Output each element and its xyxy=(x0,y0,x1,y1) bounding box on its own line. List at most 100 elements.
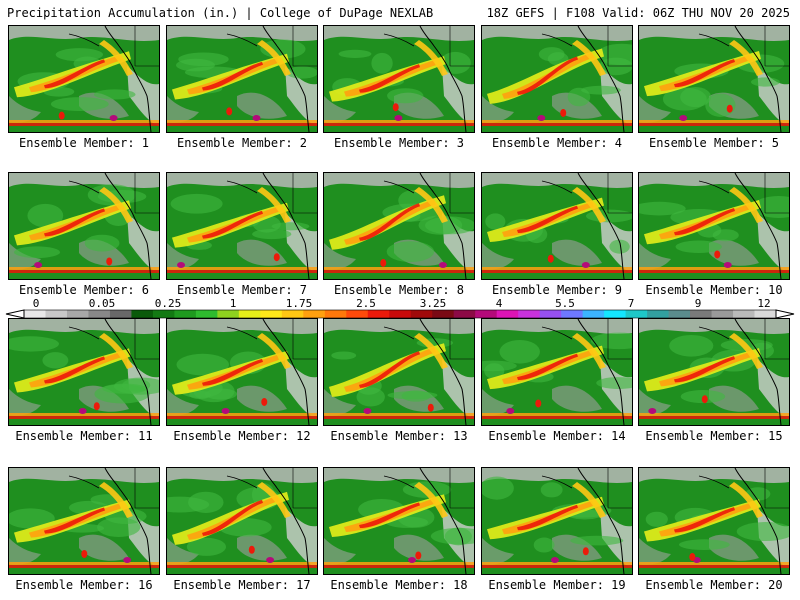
colorbar-swatch xyxy=(496,310,519,318)
ensemble-member-label: Ensemble Member: 12 xyxy=(173,429,311,443)
colorbar-swatch xyxy=(625,310,648,318)
ensemble-member-map xyxy=(8,25,160,133)
colorbar-swatch xyxy=(668,310,691,318)
colorbar-tick-label: 4 xyxy=(495,297,503,310)
ensemble-member-label: Ensemble Member: 14 xyxy=(488,429,626,443)
colorbar-tick-label: 0.05 xyxy=(88,297,116,310)
ensemble-member-label: Ensemble Member: 15 xyxy=(645,429,783,443)
ensemble-member-map xyxy=(638,172,790,280)
colorbar-swatch xyxy=(303,310,326,318)
colorbar-tick-label: 5.5 xyxy=(555,297,575,310)
colorbar-tick-label: 0.25 xyxy=(154,297,182,310)
precip-map xyxy=(324,26,474,132)
colorbar-tick-label: 1.75 xyxy=(285,297,313,310)
ensemble-member-label: Ensemble Member: 6 xyxy=(18,283,150,297)
precip-map xyxy=(167,319,317,425)
colorbar-tick-label: 7 xyxy=(627,297,635,310)
colorbar-tick-label: 3.25 xyxy=(419,297,447,310)
colorbar-swatch xyxy=(389,310,412,318)
colorbar-swatch xyxy=(733,310,756,318)
colorbar-swatch xyxy=(647,310,670,318)
colorbar-high-arrow xyxy=(775,309,795,319)
colorbar-swatch xyxy=(346,310,369,318)
colorbar-swatch xyxy=(324,310,347,318)
colorbar-swatch xyxy=(518,310,541,318)
colorbar-swatch xyxy=(24,310,46,318)
colorbar-swatch xyxy=(45,310,68,318)
ensemble-member-map xyxy=(638,467,790,575)
precip-map xyxy=(482,468,632,574)
ensemble-member-label: Ensemble Member: 1 xyxy=(18,136,150,150)
colorbar-swatch xyxy=(152,310,175,318)
ensemble-member-label: Ensemble Member: 8 xyxy=(333,283,465,297)
colorbar-swatch xyxy=(539,310,562,318)
ensemble-member-label: Ensemble Member: 13 xyxy=(330,429,468,443)
colorbar-swatch xyxy=(238,310,261,318)
ensemble-member-map xyxy=(166,172,318,280)
ensemble-member-map xyxy=(323,172,475,280)
colorbar-swatch xyxy=(367,310,390,318)
colorbar-swatch xyxy=(690,310,713,318)
colorbar-swatch xyxy=(217,310,240,318)
ensemble-member-map xyxy=(166,318,318,426)
colorbar-swatch xyxy=(174,310,197,318)
ensemble-member-label: Ensemble Member: 18 xyxy=(330,578,468,592)
precip-map xyxy=(324,173,474,279)
precip-map xyxy=(324,468,474,574)
product-title: Precipitation Accumulation (in.) | Colle… xyxy=(7,6,434,20)
ensemble-member-map xyxy=(166,25,318,133)
ensemble-member-map xyxy=(481,467,633,575)
ensemble-member-map xyxy=(638,318,790,426)
ensemble-member-map xyxy=(638,25,790,133)
ensemble-member-map xyxy=(481,172,633,280)
ensemble-member-label: Ensemble Member: 19 xyxy=(488,578,626,592)
precip-map xyxy=(9,173,159,279)
ensemble-member-label: Ensemble Member: 4 xyxy=(491,136,623,150)
precip-map xyxy=(639,26,789,132)
precip-map xyxy=(639,173,789,279)
ensemble-member-map xyxy=(481,318,633,426)
colorbar-low-arrow xyxy=(5,309,25,319)
precip-colorbar xyxy=(5,309,795,319)
ensemble-member-label: Ensemble Member: 17 xyxy=(173,578,311,592)
colorbar-swatch xyxy=(432,310,455,318)
colorbar-swatch xyxy=(754,310,777,318)
ensemble-member-label: Ensemble Member: 7 xyxy=(176,283,308,297)
colorbar-swatch xyxy=(281,310,304,318)
colorbar-swatch xyxy=(66,310,89,318)
ensemble-member-map xyxy=(323,318,475,426)
colorbar-swatch xyxy=(109,310,132,318)
ensemble-member-map xyxy=(323,467,475,575)
colorbar-swatch xyxy=(475,310,498,318)
ensemble-member-map xyxy=(8,467,160,575)
colorbar-swatch xyxy=(260,310,283,318)
ensemble-member-map xyxy=(8,318,160,426)
precip-map xyxy=(9,26,159,132)
colorbar-tick-label: 0 xyxy=(32,297,40,310)
colorbar-swatch xyxy=(88,310,111,318)
ensemble-member-label: Ensemble Member: 9 xyxy=(491,283,623,297)
ensemble-member-label: Ensemble Member: 11 xyxy=(15,429,153,443)
precip-map xyxy=(167,26,317,132)
colorbar-swatch xyxy=(410,310,433,318)
ensemble-member-label: Ensemble Member: 3 xyxy=(333,136,465,150)
precip-map xyxy=(639,319,789,425)
run-valid-time: 18Z GEFS | F108 Valid: 06Z THU NOV 20 20… xyxy=(486,6,790,20)
colorbar-swatch xyxy=(604,310,627,318)
colorbar-tick-label: 12 xyxy=(757,297,771,310)
precip-map xyxy=(167,468,317,574)
colorbar-tick-label: 1 xyxy=(229,297,237,310)
colorbar-swatch xyxy=(131,310,154,318)
colorbar-tick-label: 9 xyxy=(694,297,702,310)
colorbar-frame xyxy=(23,309,777,319)
precip-map xyxy=(482,26,632,132)
ensemble-member-label: Ensemble Member: 10 xyxy=(645,283,783,297)
ensemble-member-map xyxy=(8,172,160,280)
colorbar-swatch xyxy=(582,310,605,318)
ensemble-member-map xyxy=(166,467,318,575)
precip-map xyxy=(9,468,159,574)
colorbar-swatch xyxy=(453,310,476,318)
precip-map xyxy=(324,319,474,425)
colorbar-swatch xyxy=(711,310,734,318)
precip-map xyxy=(639,468,789,574)
